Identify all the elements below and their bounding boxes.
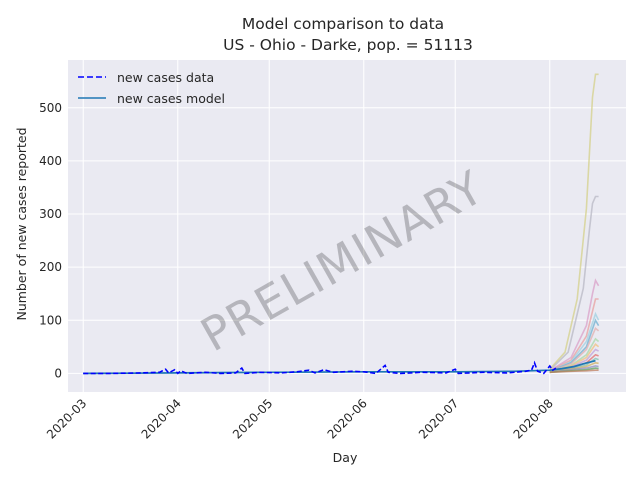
legend-label-data: new cases data: [117, 70, 214, 85]
chart-title-line2: US - Ohio - Darke, pop. = 51113: [223, 36, 473, 54]
y-tick-labels: 0 100 200 300 400 500: [39, 101, 62, 381]
chart-title-line1: Model comparison to data: [242, 15, 444, 33]
y-axis-label: Number of new cases reported: [14, 127, 29, 320]
ensemble-line: [549, 326, 600, 373]
ensemble-projections: [549, 73, 600, 374]
y-tick-label: 500: [39, 101, 62, 115]
y-tick-label: 100: [39, 313, 62, 327]
y-tick-label: 0: [54, 366, 62, 380]
series-lines: [83, 359, 596, 375]
ensemble-line: [549, 195, 599, 371]
ensemble-line: [549, 369, 599, 374]
grid-lines: [68, 60, 626, 392]
y-tick-label: 300: [39, 207, 62, 221]
model-line: [83, 359, 596, 375]
data-line: [83, 360, 557, 375]
legend: new cases data new cases model: [78, 70, 225, 106]
legend-label-model: new cases model: [117, 91, 225, 106]
y-tick-label: 400: [39, 154, 62, 168]
ensemble-line: [549, 298, 599, 372]
x-axis-label: Day: [333, 450, 358, 465]
ensemble-line: [549, 73, 599, 370]
y-tick-label: 200: [39, 260, 62, 274]
ensemble-line: [549, 278, 600, 372]
plot-area: [68, 60, 626, 392]
